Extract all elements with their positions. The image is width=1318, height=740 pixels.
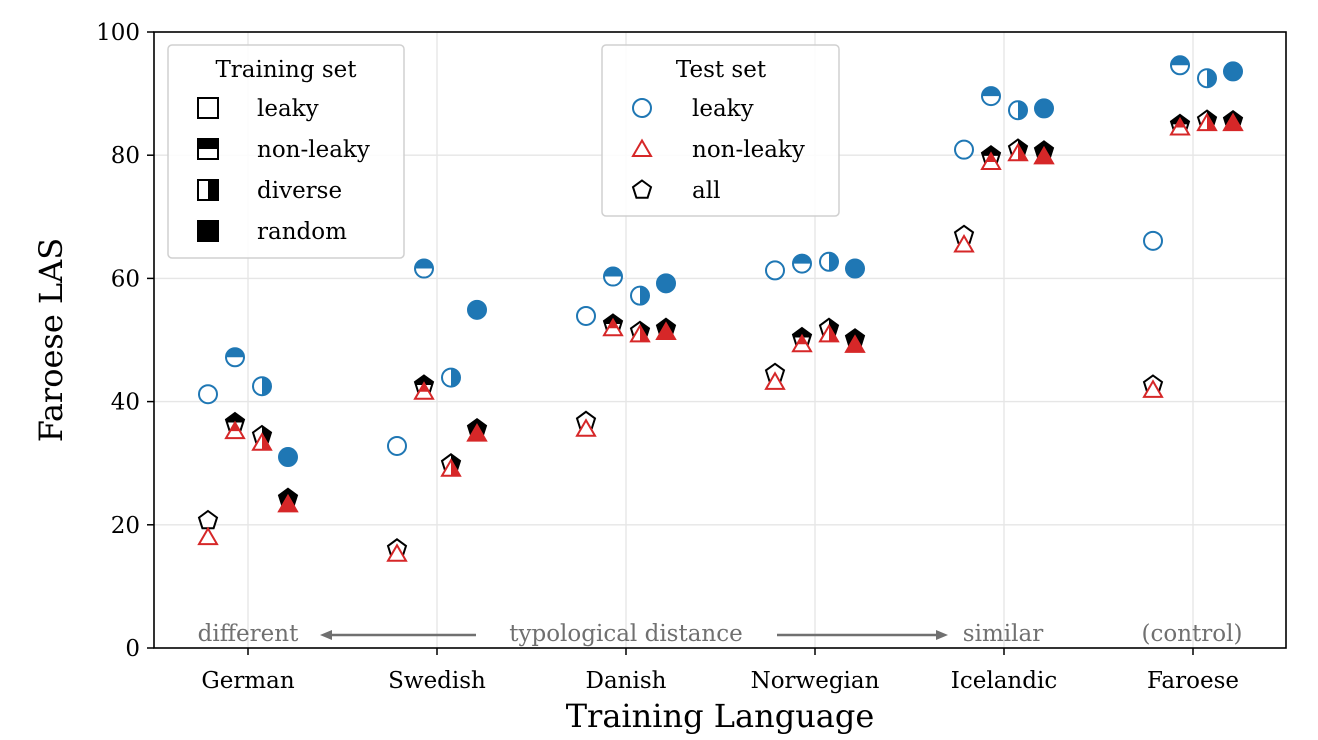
legend-test-items: leaky non-leaky all <box>631 96 805 204</box>
y-tick-label: 40 <box>111 390 140 416</box>
point-leaky-swedish-non-leaky <box>414 258 434 279</box>
point-leaky-faroese-diverse <box>1197 68 1217 89</box>
annotation-typological-distance: typological distance <box>509 621 743 647</box>
point-non-leaky-faroese-diverse <box>1196 112 1218 132</box>
point-leaky-danish-random <box>656 273 676 294</box>
point-non-leaky-danish-non-leaky <box>602 317 624 337</box>
legend-test-label: all <box>692 178 720 204</box>
point-non-leaky-norwegian-non-leaky <box>791 333 813 353</box>
plot-frame <box>153 31 1287 649</box>
x-axis-label: Training Language <box>566 697 875 735</box>
legend-test-marker-all <box>631 179 653 199</box>
point-non-leaky-norwegian-random <box>844 334 866 353</box>
point-non-leaky-icelandic-diverse <box>1007 142 1029 162</box>
point-leaky-faroese-leaky <box>1143 230 1163 251</box>
point-non-leaky-swedish-leaky <box>386 543 408 562</box>
legend-training-title: Training set <box>215 57 357 83</box>
typology-annotation: different typological distance similar (… <box>198 621 1243 647</box>
point-leaky-danish-leaky <box>576 305 596 326</box>
point-leaky-german-non-leaky <box>225 347 245 368</box>
point-non-leaky-norwegian-leaky <box>764 371 786 390</box>
point-leaky-icelandic-leaky <box>954 139 974 160</box>
legend-training-box <box>167 44 405 259</box>
y-tick-label: 100 <box>96 20 140 46</box>
point-leaky-icelandic-diverse <box>1008 100 1028 121</box>
data-points <box>197 55 1244 562</box>
legend-training-label: random <box>257 219 347 245</box>
y-tick-label: 60 <box>111 266 140 292</box>
legend-test-label: leaky <box>692 96 754 122</box>
point-leaky-german-diverse <box>252 376 272 397</box>
point-non-leaky-icelandic-non-leaky <box>980 151 1002 170</box>
y-axis-ticks: 0 20 40 60 80 100 <box>96 20 154 662</box>
point-non-leaky-danish-leaky <box>575 418 597 437</box>
point-all-german-leaky <box>197 509 219 530</box>
x-tick-label: German <box>201 668 295 694</box>
x-tick-label: Danish <box>586 668 667 694</box>
x-tick-label: Swedish <box>388 668 486 694</box>
point-leaky-norwegian-random <box>845 258 865 279</box>
y-tick-label: 20 <box>111 513 140 539</box>
point-leaky-danish-non-leaky <box>603 266 623 287</box>
point-non-leaky-faroese-non-leaky <box>1169 116 1191 136</box>
point-leaky-swedish-random <box>467 299 487 320</box>
y-tick-label: 0 <box>125 636 140 662</box>
point-leaky-icelandic-random <box>1034 98 1054 119</box>
legend-test-box <box>601 44 840 217</box>
point-non-leaky-german-random <box>277 493 299 513</box>
annotation-different: different <box>198 621 299 647</box>
legend-training-label: leaky <box>257 96 319 122</box>
legend-training-label: diverse <box>257 178 342 204</box>
point-non-leaky-icelandic-leaky <box>953 234 975 253</box>
x-tick-label: Icelandic <box>951 668 1057 694</box>
point-leaky-german-random <box>278 447 298 468</box>
point-leaky-german-leaky <box>198 384 218 405</box>
point-non-leaky-faroese-random <box>1222 112 1244 132</box>
legend-training-marker-diverse <box>197 179 219 201</box>
y-axis-label: Faroese LAS <box>32 238 70 442</box>
legend-training-items: leaky non-leaky diverse random <box>197 96 370 245</box>
legend-training-marker-non-leaky <box>197 138 219 160</box>
legend-test-title: Test set <box>676 57 767 83</box>
y-tick-label: 80 <box>111 143 140 169</box>
point-leaky-swedish-diverse <box>441 367 461 388</box>
point-leaky-norwegian-non-leaky <box>792 253 812 274</box>
legend-test-label: non-leaky <box>692 137 805 163</box>
point-leaky-faroese-non-leaky <box>1170 55 1190 76</box>
point-leaky-swedish-leaky <box>387 435 407 456</box>
arrow-right-head <box>936 630 948 640</box>
point-non-leaky-faroese-leaky <box>1142 379 1164 398</box>
point-leaky-icelandic-non-leaky <box>981 86 1001 107</box>
annotation-control: (control) <box>1142 621 1243 647</box>
point-non-leaky-german-non-leaky <box>224 420 246 440</box>
arrow-left-head <box>320 630 332 640</box>
point-leaky-danish-diverse <box>630 285 650 306</box>
point-non-leaky-german-leaky <box>197 526 219 546</box>
point-non-leaky-swedish-random <box>466 423 488 442</box>
point-leaky-norwegian-leaky <box>765 260 785 281</box>
x-tick-label: Faroese <box>1147 668 1239 694</box>
legend-training-label: non-leaky <box>257 137 370 163</box>
point-non-leaky-swedish-non-leaky <box>413 381 435 400</box>
point-non-leaky-german-diverse <box>251 432 273 451</box>
legend-test-marker-non-leaky <box>631 138 653 157</box>
point-non-leaky-icelandic-random <box>1033 145 1055 165</box>
point-non-leaky-swedish-diverse <box>440 458 462 477</box>
point-non-leaky-norwegian-diverse <box>818 323 840 343</box>
x-tick-label: Norwegian <box>751 668 880 694</box>
legend-training-marker-leaky <box>197 97 219 119</box>
point-leaky-norwegian-diverse <box>819 251 839 272</box>
legend-training-marker-random <box>197 220 219 242</box>
x-axis-ticks: German Swedish Danish Norwegian Icelandic Far… <box>201 648 1239 694</box>
point-leaky-faroese-random <box>1223 61 1243 82</box>
point-non-leaky-danish-diverse <box>629 323 651 343</box>
legend-test-marker-leaky <box>632 98 652 118</box>
point-non-leaky-danish-random <box>655 321 677 340</box>
legend-test-set: Test set leaky non-leaky all <box>601 44 840 217</box>
annotation-similar: similar <box>963 621 1043 647</box>
legend-training-set: Training set leaky non-leaky diverse random <box>167 44 405 259</box>
